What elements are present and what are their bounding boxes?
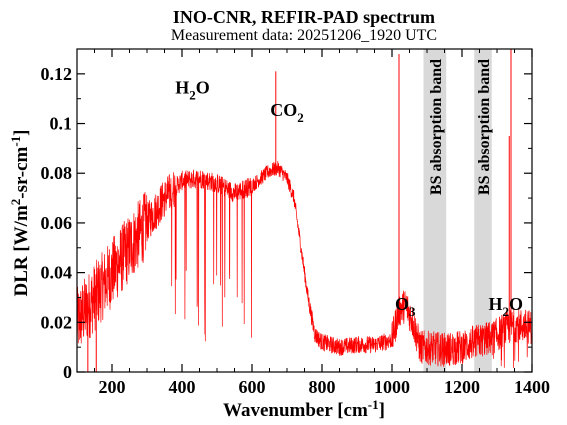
y-tick-label: 0.04 xyxy=(41,263,73,283)
x-tick-label: 800 xyxy=(309,377,336,397)
annotation-3: O3 xyxy=(395,294,416,319)
y-tick-label: 0.02 xyxy=(41,312,73,332)
absorption-band-label-1: BS absorption band xyxy=(428,59,445,195)
x-tick-label: 1000 xyxy=(374,377,410,397)
y-tick-label: 0.08 xyxy=(41,163,73,183)
x-tick-label: 400 xyxy=(169,377,196,397)
x-tick-label: 1400 xyxy=(514,377,550,397)
x-tick-label: 200 xyxy=(99,377,126,397)
x-axis-label: Wavenumber [cm-1] xyxy=(223,397,385,421)
x-tick-label: 600 xyxy=(239,377,266,397)
x-tick-label: 1200 xyxy=(444,377,480,397)
absorption-band-label-2: BS absorption band xyxy=(476,59,493,195)
y-tick-label: 0 xyxy=(63,362,72,382)
y-tick-label: 0.06 xyxy=(41,213,73,233)
spectrum-line xyxy=(76,160,533,369)
absorption-band-2 xyxy=(474,49,492,372)
chart-title: INO-CNR, REFIR-PAD spectrum xyxy=(173,7,435,27)
y-tick-label: 0.12 xyxy=(41,64,73,84)
annotation-2: CO2 xyxy=(270,100,304,125)
y-tick-label: 0.1 xyxy=(50,114,73,134)
y-axis-label: DLR [W/m2-sr-cm-1] xyxy=(8,129,32,296)
absorption-band-1 xyxy=(423,49,447,372)
chart-subtitle: Measurement data: 20251206_1920 UTC xyxy=(171,27,437,44)
annotation-1: H2O xyxy=(175,78,210,103)
annotation-4: H2O xyxy=(488,294,523,319)
